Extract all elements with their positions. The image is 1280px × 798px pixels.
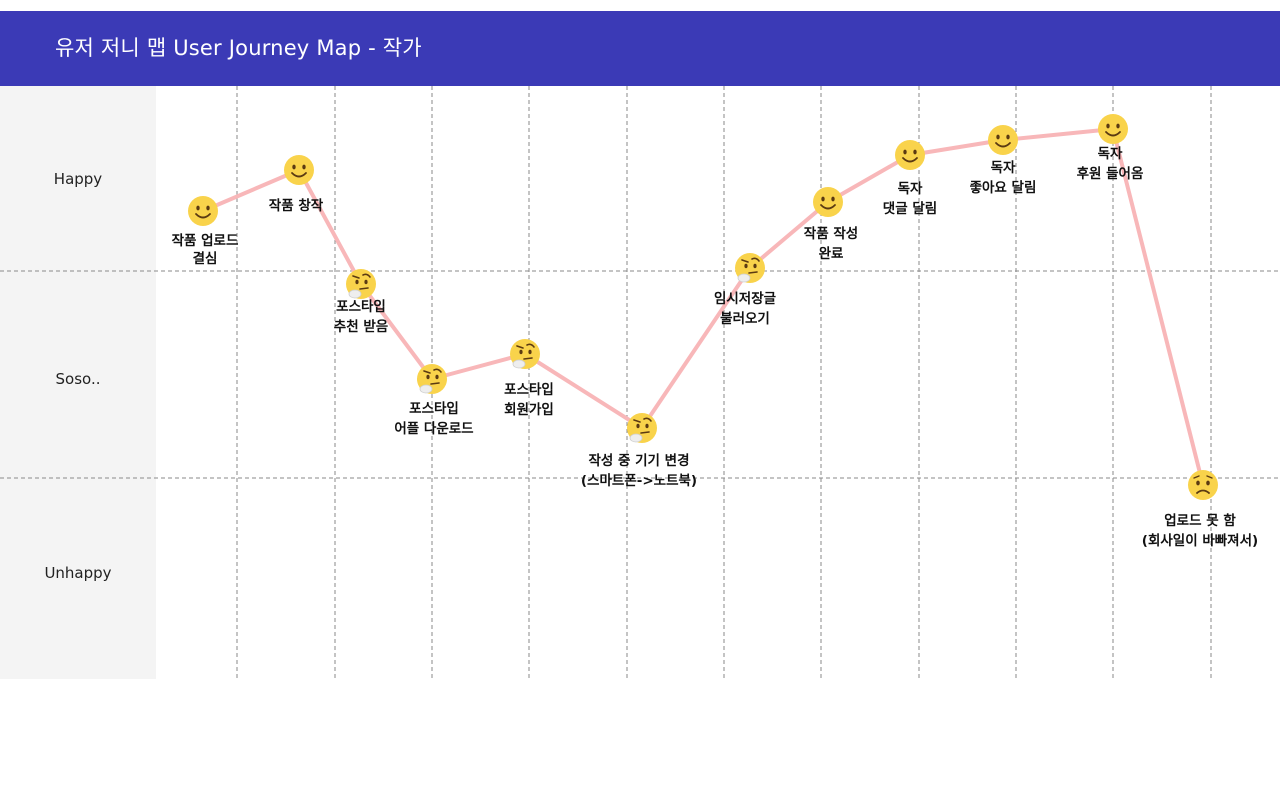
smile-face-icon: [188, 196, 218, 226]
smile-face-icon: [813, 187, 843, 217]
stage-label: 독자: [1098, 146, 1123, 162]
stage-label: (스마트폰->노트북): [581, 473, 697, 489]
stage-label: 결심: [193, 250, 218, 267]
smile-face-icon: [895, 140, 925, 170]
stage-label: 좋아요 달림: [970, 179, 1037, 196]
stage-label: 댓글 달림: [883, 200, 937, 217]
smile-face-icon: [284, 155, 314, 185]
grid-lines: [0, 86, 1280, 679]
thinking-face-icon: [346, 269, 376, 299]
page-title: 유저 저니 맵 User Journey Map - 작가: [55, 36, 422, 60]
thinking-face-icon: [627, 413, 657, 443]
stage-label: 작품 창작: [269, 197, 324, 214]
worried-face-icon: [1188, 470, 1218, 500]
row-label-column: Happy Soso.. Unhappy: [0, 86, 156, 679]
stage-label: 불러오기: [720, 311, 770, 327]
thinking-face-icon: [510, 339, 540, 369]
smile-face-icon: [1098, 114, 1128, 144]
emotion-curve: [201, 127, 1205, 487]
stage-label: 어플 다운로드: [394, 420, 474, 437]
stage-label: 포스타입: [336, 299, 386, 315]
stage-label: 작품 업로드: [172, 232, 239, 249]
stage-label: 포스타입: [504, 382, 554, 398]
stage-label: 회원가입: [504, 402, 554, 418]
stage-label: 후원 들어옴: [1077, 165, 1144, 182]
stage-label: (회사일이 바빠져서): [1142, 532, 1258, 549]
stage-label: 작품 작성: [804, 225, 858, 242]
stage-label: 임시저장글: [714, 290, 777, 307]
header-bar: 유저 저니 맵 User Journey Map - 작가: [0, 11, 1280, 86]
row-label-unhappy: Unhappy: [44, 564, 112, 582]
stage-label: 추천 받음: [334, 319, 388, 335]
thinking-face-icon: [735, 253, 765, 283]
smile-face-icon: [988, 125, 1018, 155]
stage-label: 업로드 못 함: [1164, 512, 1236, 529]
row-label-soso: Soso..: [55, 370, 101, 388]
stage-label: 독자: [898, 181, 923, 197]
row-label-happy: Happy: [53, 170, 103, 188]
stage-label: 독자: [991, 160, 1016, 176]
stage-label: 완료: [819, 246, 844, 262]
stage-label: 포스타입: [409, 401, 459, 417]
stage-label: 작성 중 기기 변경: [588, 452, 689, 469]
thinking-face-icon: [417, 364, 447, 394]
